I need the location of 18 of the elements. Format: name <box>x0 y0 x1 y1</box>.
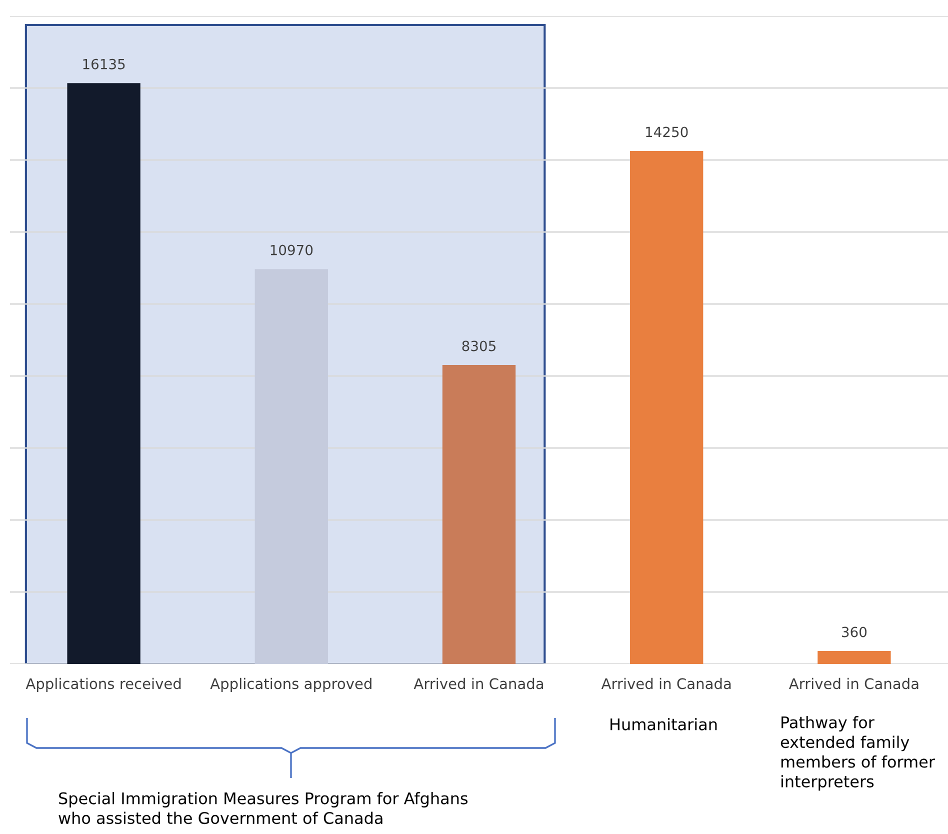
text: Special Immigration Measures Program for Afghans who assisted the Government of Canada <box>58 792 468 824</box>
x-tick-label: Arrived in Canada <box>788 678 918 690</box>
x-tick-label: Applications received <box>26 678 181 692</box>
data-label: 16135 <box>83 58 125 70</box>
data-label: 14250 <box>646 126 688 138</box>
data-label: 360 <box>842 626 867 638</box>
data-label: 10970 <box>270 244 313 256</box>
bar <box>442 365 516 664</box>
bar <box>254 269 328 664</box>
data-label: 8305 <box>462 340 496 352</box>
text: Humanitarian <box>610 718 717 730</box>
x-tick-label: Arrived in Canada <box>414 678 544 690</box>
bar <box>67 83 140 664</box>
text: Pathway for extended family members of former interpreters <box>780 716 935 791</box>
x-tick-label: Arrived in Canada <box>601 678 731 690</box>
bar <box>818 651 891 664</box>
x-tick-label: Applications approved <box>210 678 372 692</box>
bar <box>630 151 704 664</box>
